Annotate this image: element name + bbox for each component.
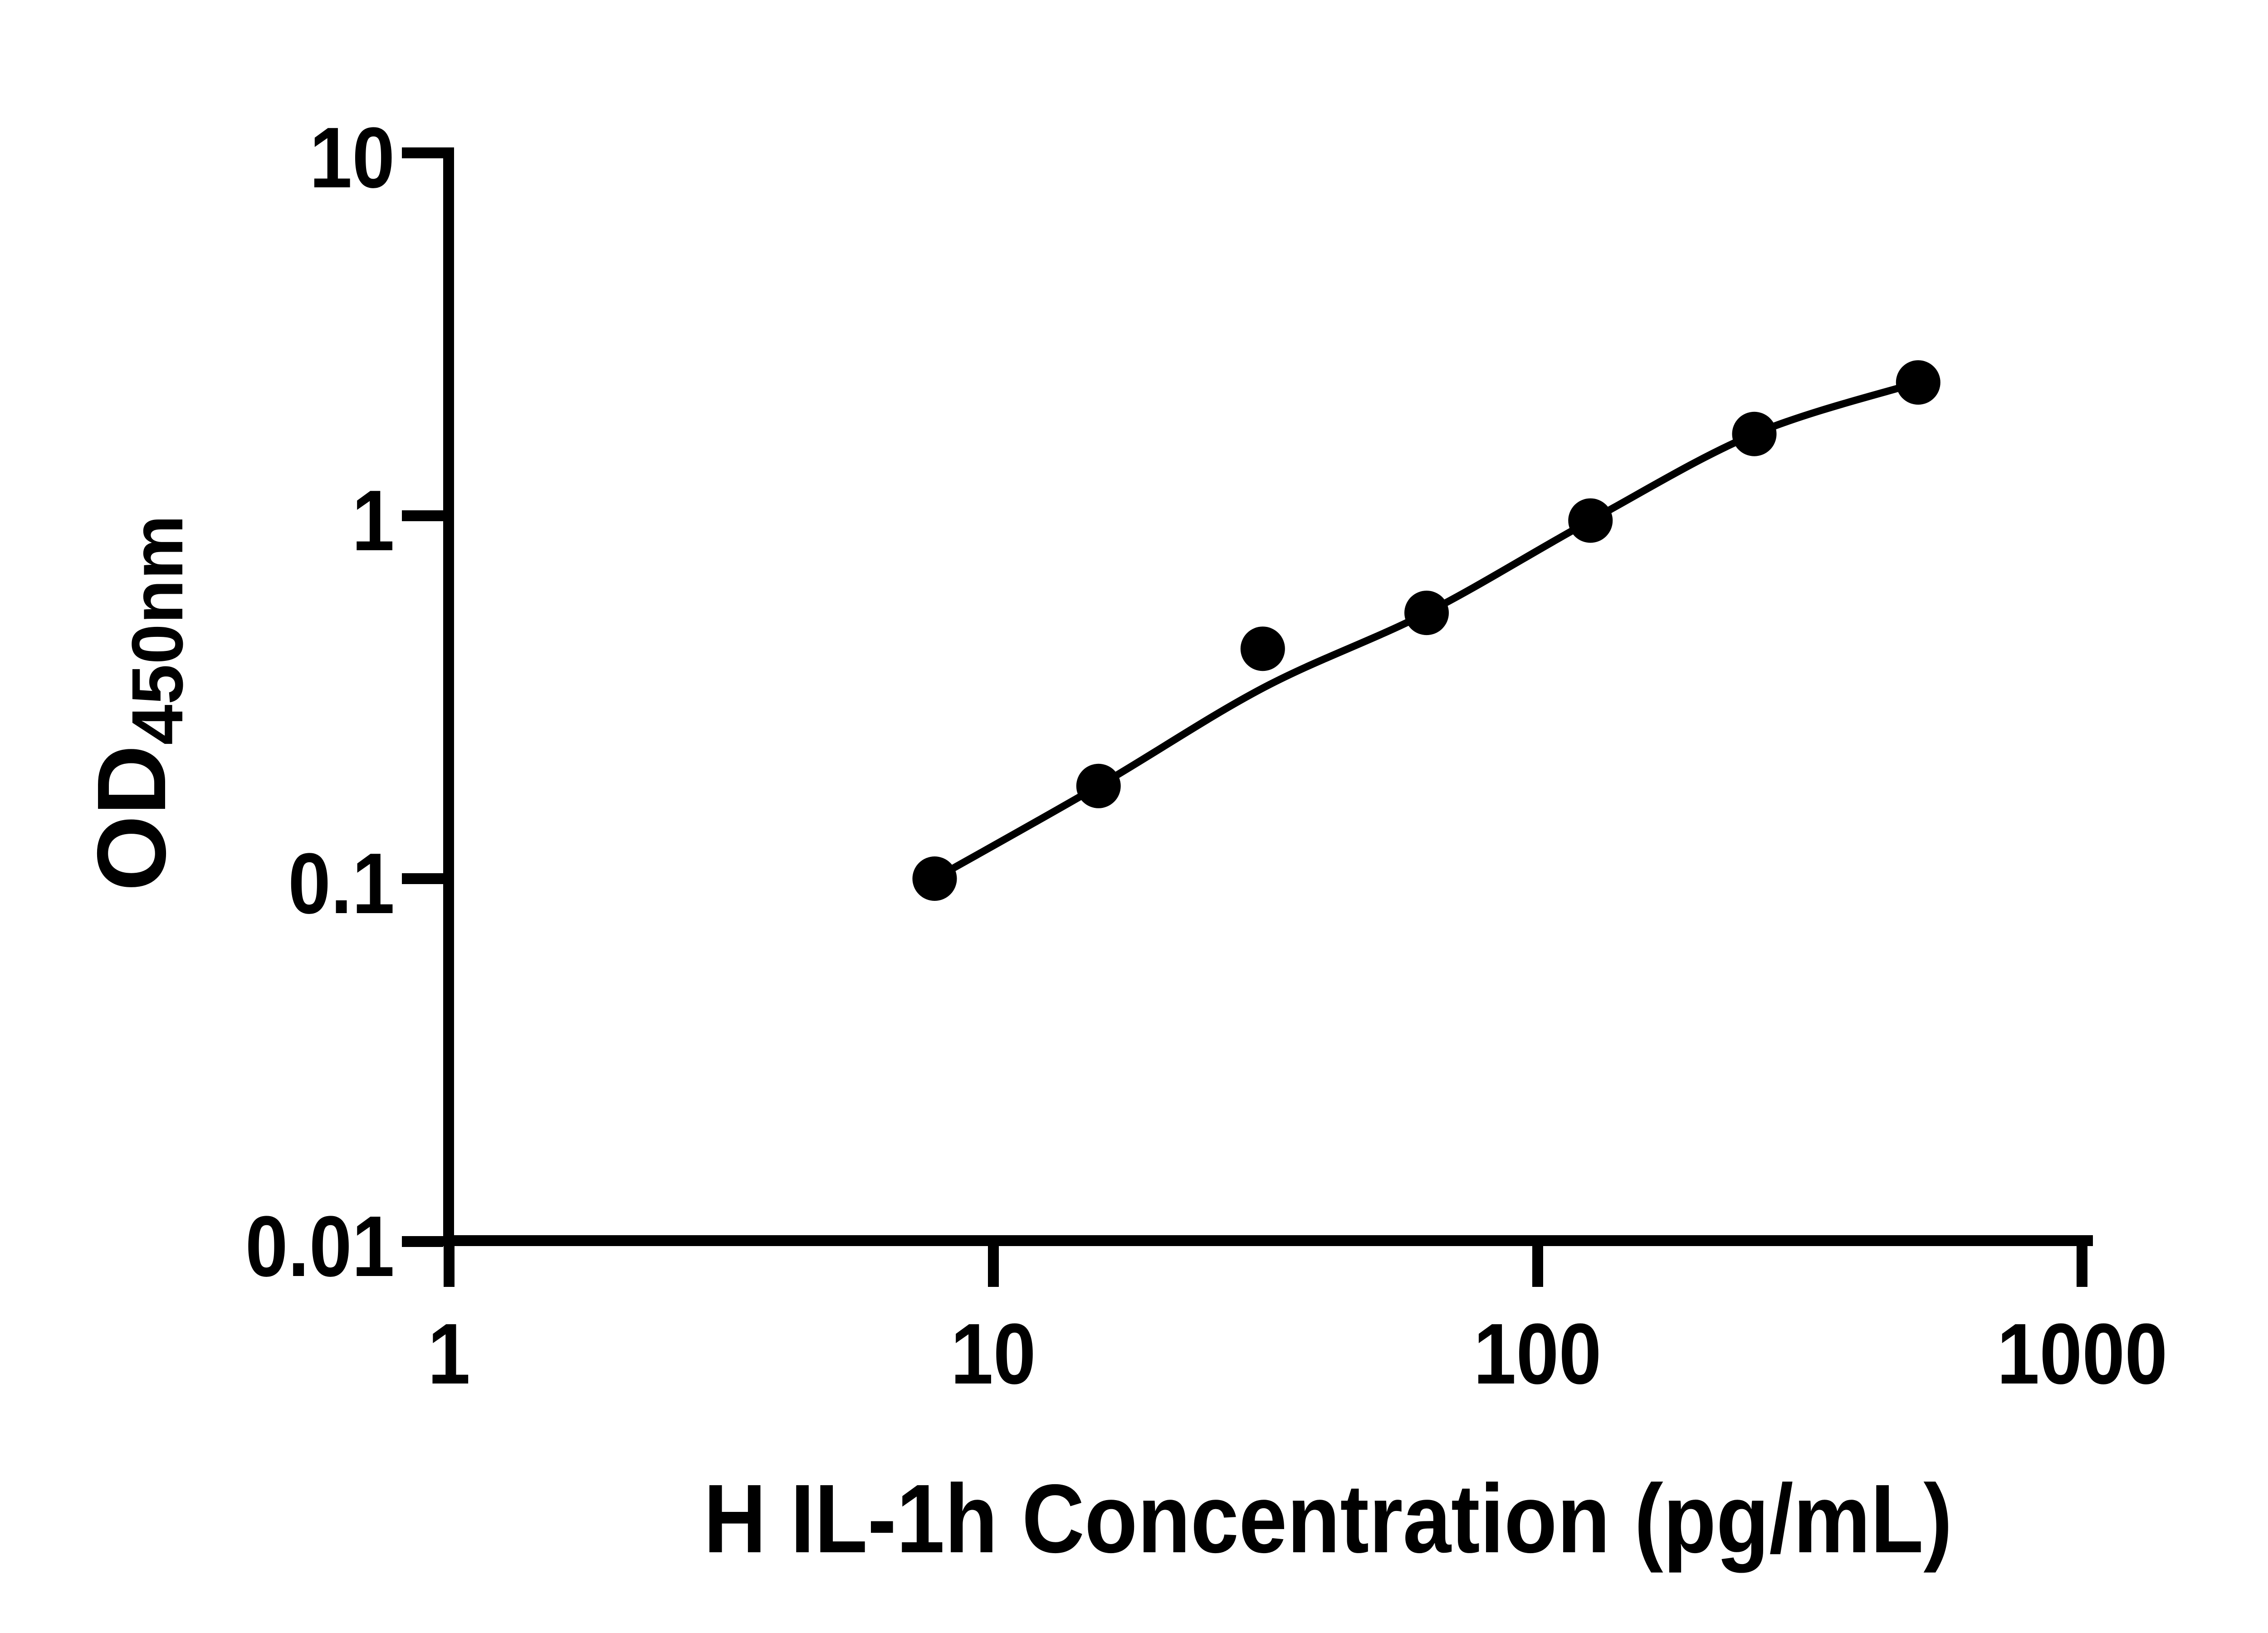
y-tick-mark — [402, 510, 443, 521]
y-axis-spine — [443, 147, 454, 1246]
data-point — [1240, 626, 1285, 671]
y-axis-title-main: OD — [77, 745, 186, 891]
data-points-group — [912, 360, 1941, 901]
y-tick-mark — [402, 873, 443, 884]
y-axis-title-subscript: 450nm — [117, 515, 198, 745]
y-tick-label-0.1: 0.1 — [288, 836, 395, 932]
data-point — [1568, 498, 1613, 543]
y-tick-label-10: 10 — [309, 110, 395, 206]
y-tick-mark — [402, 1236, 443, 1247]
tick-marks — [402, 147, 2087, 1287]
x-tick-mark — [444, 1246, 455, 1287]
y-tick-label-1: 1 — [352, 473, 395, 569]
data-point — [1732, 411, 1777, 456]
y-axis-title: OD450nm — [73, 476, 198, 930]
x-tick-label-1: 1 — [427, 1306, 471, 1402]
x-tick-label-100: 100 — [1473, 1306, 1602, 1402]
y-tick-label-0.01: 0.01 — [245, 1198, 395, 1295]
x-tick-label-10: 10 — [950, 1306, 1036, 1402]
x-tick-mark — [988, 1246, 999, 1287]
x-tick-label-1000: 1000 — [1996, 1306, 2168, 1402]
x-tick-mark — [2077, 1246, 2087, 1287]
data-point — [1076, 763, 1121, 808]
data-point — [1404, 591, 1449, 636]
x-axis-line — [443, 1235, 2093, 1246]
y-tick-mark — [402, 147, 443, 158]
data-point — [912, 856, 957, 901]
data-point — [1896, 360, 1941, 405]
x-tick-mark — [1532, 1246, 1543, 1287]
x-axis-title: H IL-1h Concentration (pg/mL) — [704, 1464, 1953, 1573]
